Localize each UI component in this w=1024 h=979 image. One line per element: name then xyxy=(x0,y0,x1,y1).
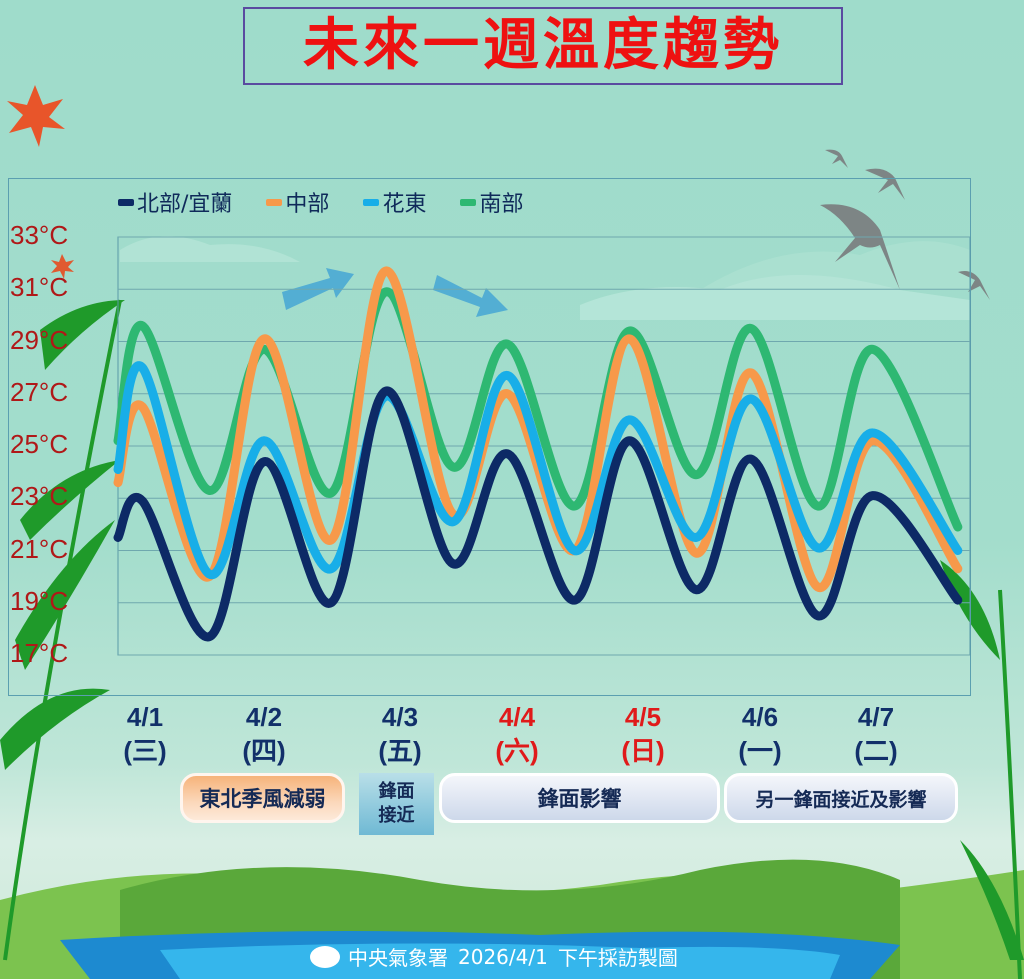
annotation-text: 鋒面 xyxy=(378,781,415,802)
legend-item-east: 花東 xyxy=(363,186,426,218)
day-label-4-7: 4/7 (二) xyxy=(836,700,916,768)
page-title: 未來一週溫度趨勢 xyxy=(303,13,783,78)
annotation-monsoon-weakening: 東北季風減弱 xyxy=(180,773,345,823)
day-date: 4/2 xyxy=(245,702,283,732)
day-date: 4/1 xyxy=(126,702,164,732)
day-label-4-2: 4/2 (四) xyxy=(224,700,304,768)
day-label-4-3: 4/3 (五) xyxy=(360,700,440,768)
day-date: 4/6 xyxy=(741,702,779,732)
y-tick-label: 21°C xyxy=(10,533,69,564)
day-weekday: (三) xyxy=(123,736,167,766)
day-date: 4/4 xyxy=(498,702,536,732)
annotation-text: 接近 xyxy=(378,805,415,826)
series-line-east xyxy=(113,361,963,579)
arrow-down-right-icon xyxy=(433,275,508,317)
day-weekday: (日) xyxy=(621,736,665,766)
day-date: 4/7 xyxy=(857,702,895,732)
footer-credit: 中央氣象署 2026/4/1 下午採訪製圖 xyxy=(310,942,678,971)
day-weekday: (二) xyxy=(854,736,898,766)
y-tick-label: 27°C xyxy=(10,376,69,407)
annotation-text: 鋒面影響 xyxy=(537,787,622,811)
y-tick-label: 31°C xyxy=(10,272,69,303)
maple-leaf-icon xyxy=(7,85,65,147)
series-line-north xyxy=(113,386,963,642)
legend-label: 中部 xyxy=(285,192,330,217)
legend-item-central: 中部 xyxy=(266,186,329,218)
day-weekday: (五) xyxy=(378,736,422,766)
day-weekday: (六) xyxy=(495,736,539,766)
annotation-text: 另一鋒面接近及影響 xyxy=(755,788,927,811)
day-label-4-5: 4/5 (日) xyxy=(603,700,683,768)
legend-item-north: 北部/宜蘭 xyxy=(118,186,232,218)
annotation-another-front: 另一鋒面接近及影響 xyxy=(724,773,958,823)
legend-label: 北部/宜蘭 xyxy=(137,192,233,217)
y-tick-label: 19°C xyxy=(10,585,69,616)
maple-leaf-small-icon xyxy=(51,254,74,279)
swallow-birds-icon xyxy=(820,149,990,300)
legend-swatch xyxy=(118,198,134,206)
title-box: 未來一週溫度趨勢 xyxy=(243,7,843,85)
cwa-logo-icon xyxy=(310,945,340,968)
series-line-south xyxy=(113,287,963,532)
day-label-4-4: 4/4 (六) xyxy=(477,700,557,768)
legend-swatch xyxy=(363,198,380,206)
day-date: 4/3 xyxy=(381,702,419,732)
y-tick-label: 29°C xyxy=(10,324,69,355)
legend-label: 花東 xyxy=(382,192,427,217)
annotation-front-approaching: 鋒面 接近 xyxy=(359,773,434,835)
y-tick-label: 17°C xyxy=(10,638,69,668)
y-tick-label: 23°C xyxy=(10,481,69,512)
y-tick-label: 25°C xyxy=(10,429,69,459)
legend-item-south: 南部 xyxy=(460,186,523,218)
day-date: 4/5 xyxy=(624,702,662,732)
chart-legend: 北部/宜蘭 中部 花東 南部 xyxy=(118,186,523,218)
day-weekday: (四) xyxy=(242,736,286,766)
day-weekday: (一) xyxy=(738,736,782,766)
footer-note: 下午採訪製圖 xyxy=(557,946,678,970)
footer-agency: 中央氣象署 xyxy=(348,946,448,970)
day-label-4-6: 4/6 (一) xyxy=(720,700,800,768)
legend-swatch xyxy=(266,198,283,206)
day-label-4-1: 4/1 (三) xyxy=(105,700,185,768)
y-tick-label: 33°C xyxy=(10,220,69,250)
footer-date: 2026/4/1 xyxy=(458,944,548,969)
annotation-front-effect: 鋒面影響 xyxy=(439,773,720,823)
annotation-text: 東北季風減弱 xyxy=(199,787,326,811)
legend-label: 南部 xyxy=(479,192,524,217)
legend-swatch xyxy=(460,198,477,206)
